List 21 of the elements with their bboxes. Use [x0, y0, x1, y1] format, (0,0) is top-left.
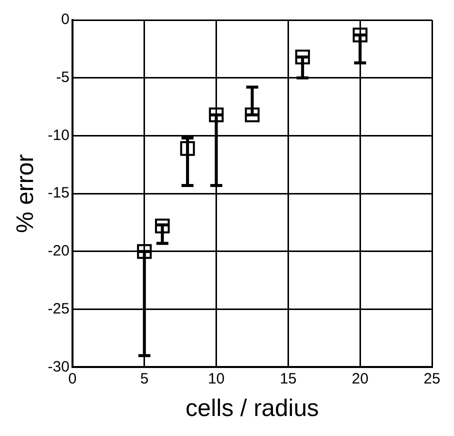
- point: [180, 141, 195, 156]
- x-tick-label: 20: [352, 370, 368, 388]
- y-tick-label: 0: [61, 11, 70, 28]
- x-tick-label: 15: [280, 370, 297, 388]
- y-tick-label: -25: [48, 300, 70, 318]
- y-tick-label: -20: [48, 242, 70, 260]
- y-tick-label: -5: [56, 69, 70, 86]
- x-axis-title: cells / radius: [186, 395, 319, 422]
- y-tick-label: -10: [48, 126, 70, 144]
- y-tick-label: -30: [48, 358, 70, 376]
- point: [244, 108, 260, 122]
- point: [154, 218, 170, 234]
- point: [137, 244, 152, 259]
- point: [352, 28, 368, 42]
- x-tick-label: 5: [140, 370, 149, 388]
- y-tick-label: -15: [48, 184, 70, 202]
- y-axis-title: % error: [12, 154, 40, 233]
- x-tick-label: 10: [208, 370, 225, 388]
- x-tick-label: 25: [424, 370, 440, 388]
- point: [208, 108, 224, 122]
- point: [295, 50, 310, 64]
